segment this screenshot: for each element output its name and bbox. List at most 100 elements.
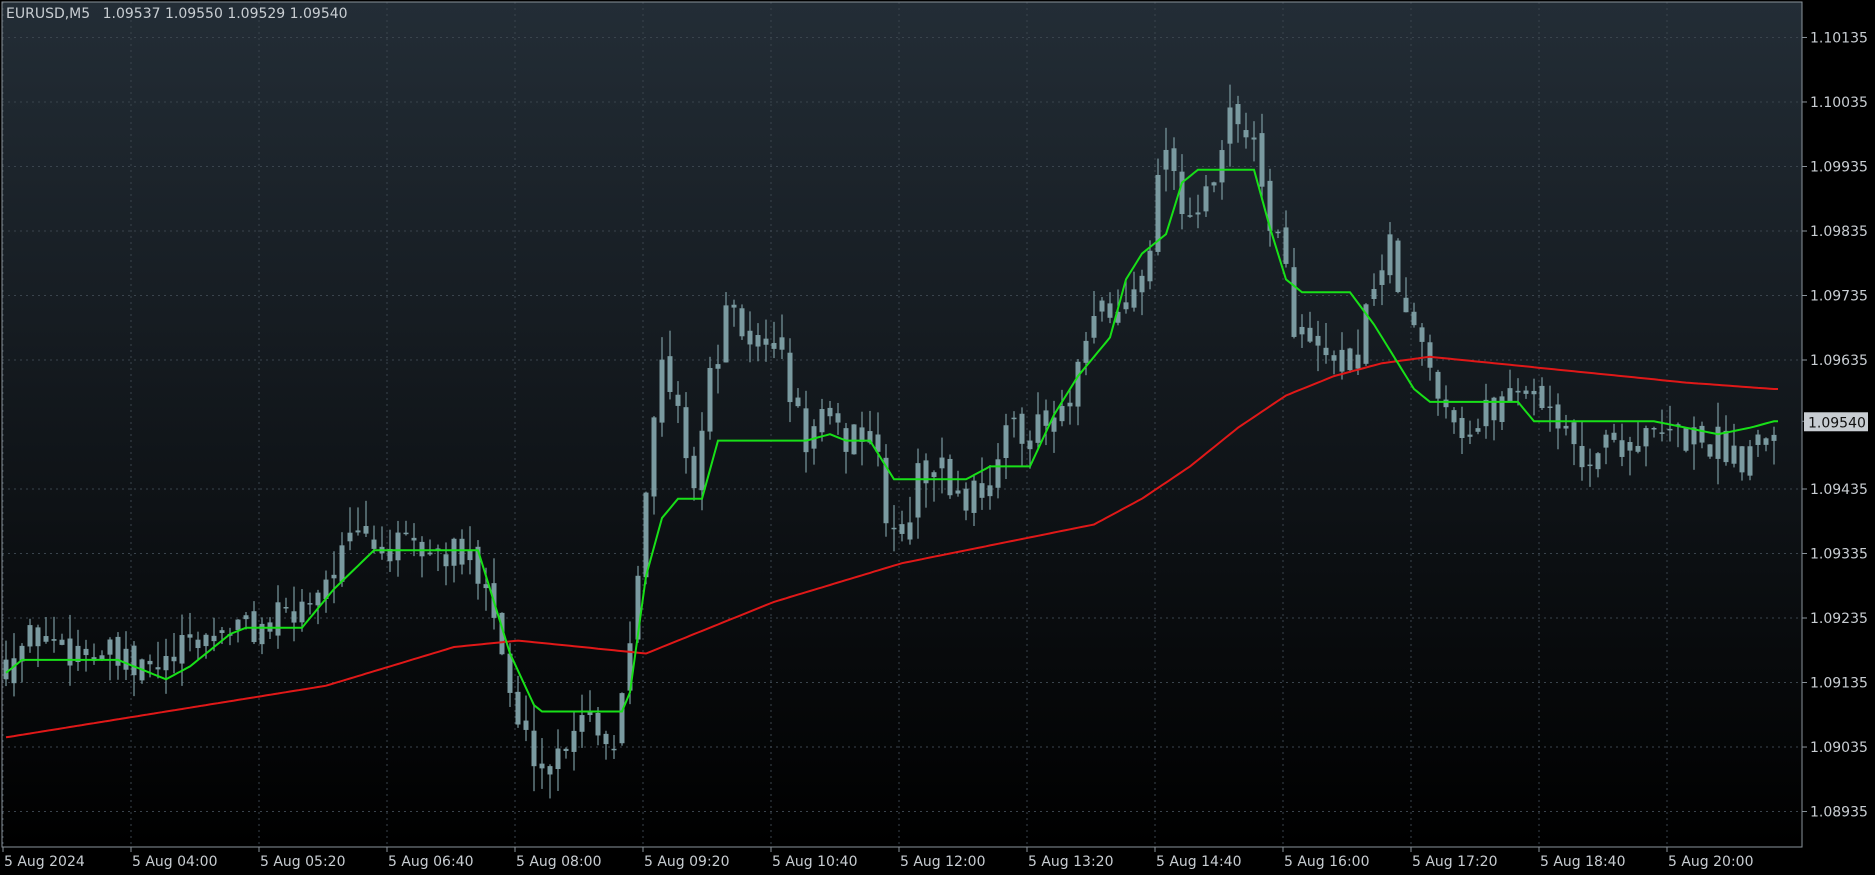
candle — [83, 639, 89, 672]
candle — [1691, 416, 1697, 470]
candle — [1467, 420, 1473, 445]
candle-body — [1355, 354, 1361, 369]
candle-body — [283, 606, 289, 609]
candle — [851, 424, 857, 455]
candle — [1531, 378, 1537, 416]
candle-body — [659, 359, 665, 423]
candle-body — [1643, 428, 1649, 447]
candle — [1379, 254, 1385, 306]
candle — [331, 551, 337, 604]
candle — [859, 411, 865, 466]
candle-body — [899, 524, 905, 534]
candle-body — [27, 625, 33, 647]
candle-body — [555, 748, 561, 770]
y-tick-label: 1.09835 — [1810, 224, 1868, 240]
candle-body — [235, 619, 241, 631]
candle-body — [1275, 231, 1281, 234]
candle-body — [1763, 438, 1769, 445]
candle — [515, 675, 521, 728]
candle — [1131, 271, 1137, 312]
candle-body — [1219, 150, 1225, 183]
y-tick-label: 1.09335 — [1810, 547, 1868, 563]
candle-body — [1171, 148, 1177, 172]
candle-body — [115, 636, 121, 666]
y-tick-label: 1.09035 — [1810, 740, 1868, 756]
candle — [1627, 436, 1633, 476]
candle — [67, 614, 73, 686]
candle-body — [891, 527, 897, 530]
candle-body — [883, 457, 889, 524]
time-axis: 5 Aug 2024 5 Aug 04:00 5 Aug 05:20 5 Aug 06… — [2, 847, 1754, 870]
candle-body — [299, 601, 305, 623]
candle — [1699, 421, 1705, 449]
candle — [299, 589, 305, 632]
candle-body — [403, 532, 409, 535]
candle — [1099, 297, 1105, 322]
candle-body — [691, 455, 697, 489]
candle — [355, 507, 361, 536]
candle — [1147, 240, 1153, 290]
candle — [1227, 84, 1233, 167]
candle-body — [787, 352, 793, 403]
candle-body — [1747, 446, 1753, 476]
candle — [1739, 446, 1745, 481]
candle — [747, 311, 753, 363]
candle — [195, 631, 201, 660]
candle — [619, 692, 625, 746]
candle-body — [1075, 361, 1081, 407]
candle — [779, 314, 785, 360]
candle — [451, 537, 457, 583]
candle — [1275, 229, 1281, 239]
candle — [739, 304, 745, 340]
candle-body — [507, 653, 513, 693]
candle-body — [395, 532, 401, 561]
candle-body — [1755, 434, 1761, 445]
candle — [3, 640, 9, 687]
candle — [339, 532, 345, 587]
candle-body — [1467, 434, 1473, 437]
candle-body — [1259, 133, 1265, 187]
candle — [59, 633, 65, 646]
x-tick-label: 5 Aug 16:00 — [1284, 854, 1370, 870]
candle — [795, 388, 801, 408]
candle — [75, 629, 81, 671]
candle-body — [67, 638, 73, 666]
candle — [1491, 396, 1497, 441]
candle — [1323, 322, 1329, 364]
candle-body — [131, 645, 137, 676]
candle — [1683, 427, 1689, 453]
candle-body — [219, 630, 225, 633]
candle — [51, 616, 57, 653]
candle — [459, 529, 465, 575]
candle-body — [707, 367, 713, 432]
candle — [1003, 413, 1009, 480]
candle — [275, 585, 281, 649]
candle — [1059, 389, 1065, 427]
candle-body — [1451, 410, 1457, 423]
candle — [163, 638, 169, 694]
candle — [579, 694, 585, 748]
candle-body — [1307, 327, 1313, 342]
candle — [283, 597, 289, 613]
candle — [715, 344, 721, 394]
candle-body — [1235, 104, 1241, 125]
candle — [1283, 210, 1289, 268]
candle — [259, 617, 265, 655]
x-tick-label: 5 Aug 06:40 — [388, 854, 474, 870]
y-tick-label: 1.09635 — [1810, 353, 1868, 369]
x-tick-label: 5 Aug 05:20 — [260, 854, 346, 870]
candle — [155, 641, 161, 679]
candle-body — [1651, 427, 1657, 430]
candle-body — [1267, 180, 1273, 231]
y-tick-label: 1.09435 — [1810, 482, 1868, 498]
candle — [1211, 181, 1217, 193]
candle — [1195, 194, 1201, 229]
candle — [539, 738, 545, 789]
candle-body — [1283, 227, 1289, 264]
candle-body — [827, 407, 833, 417]
candle — [611, 735, 617, 759]
candle-body — [43, 636, 49, 642]
candle-body — [971, 480, 977, 513]
